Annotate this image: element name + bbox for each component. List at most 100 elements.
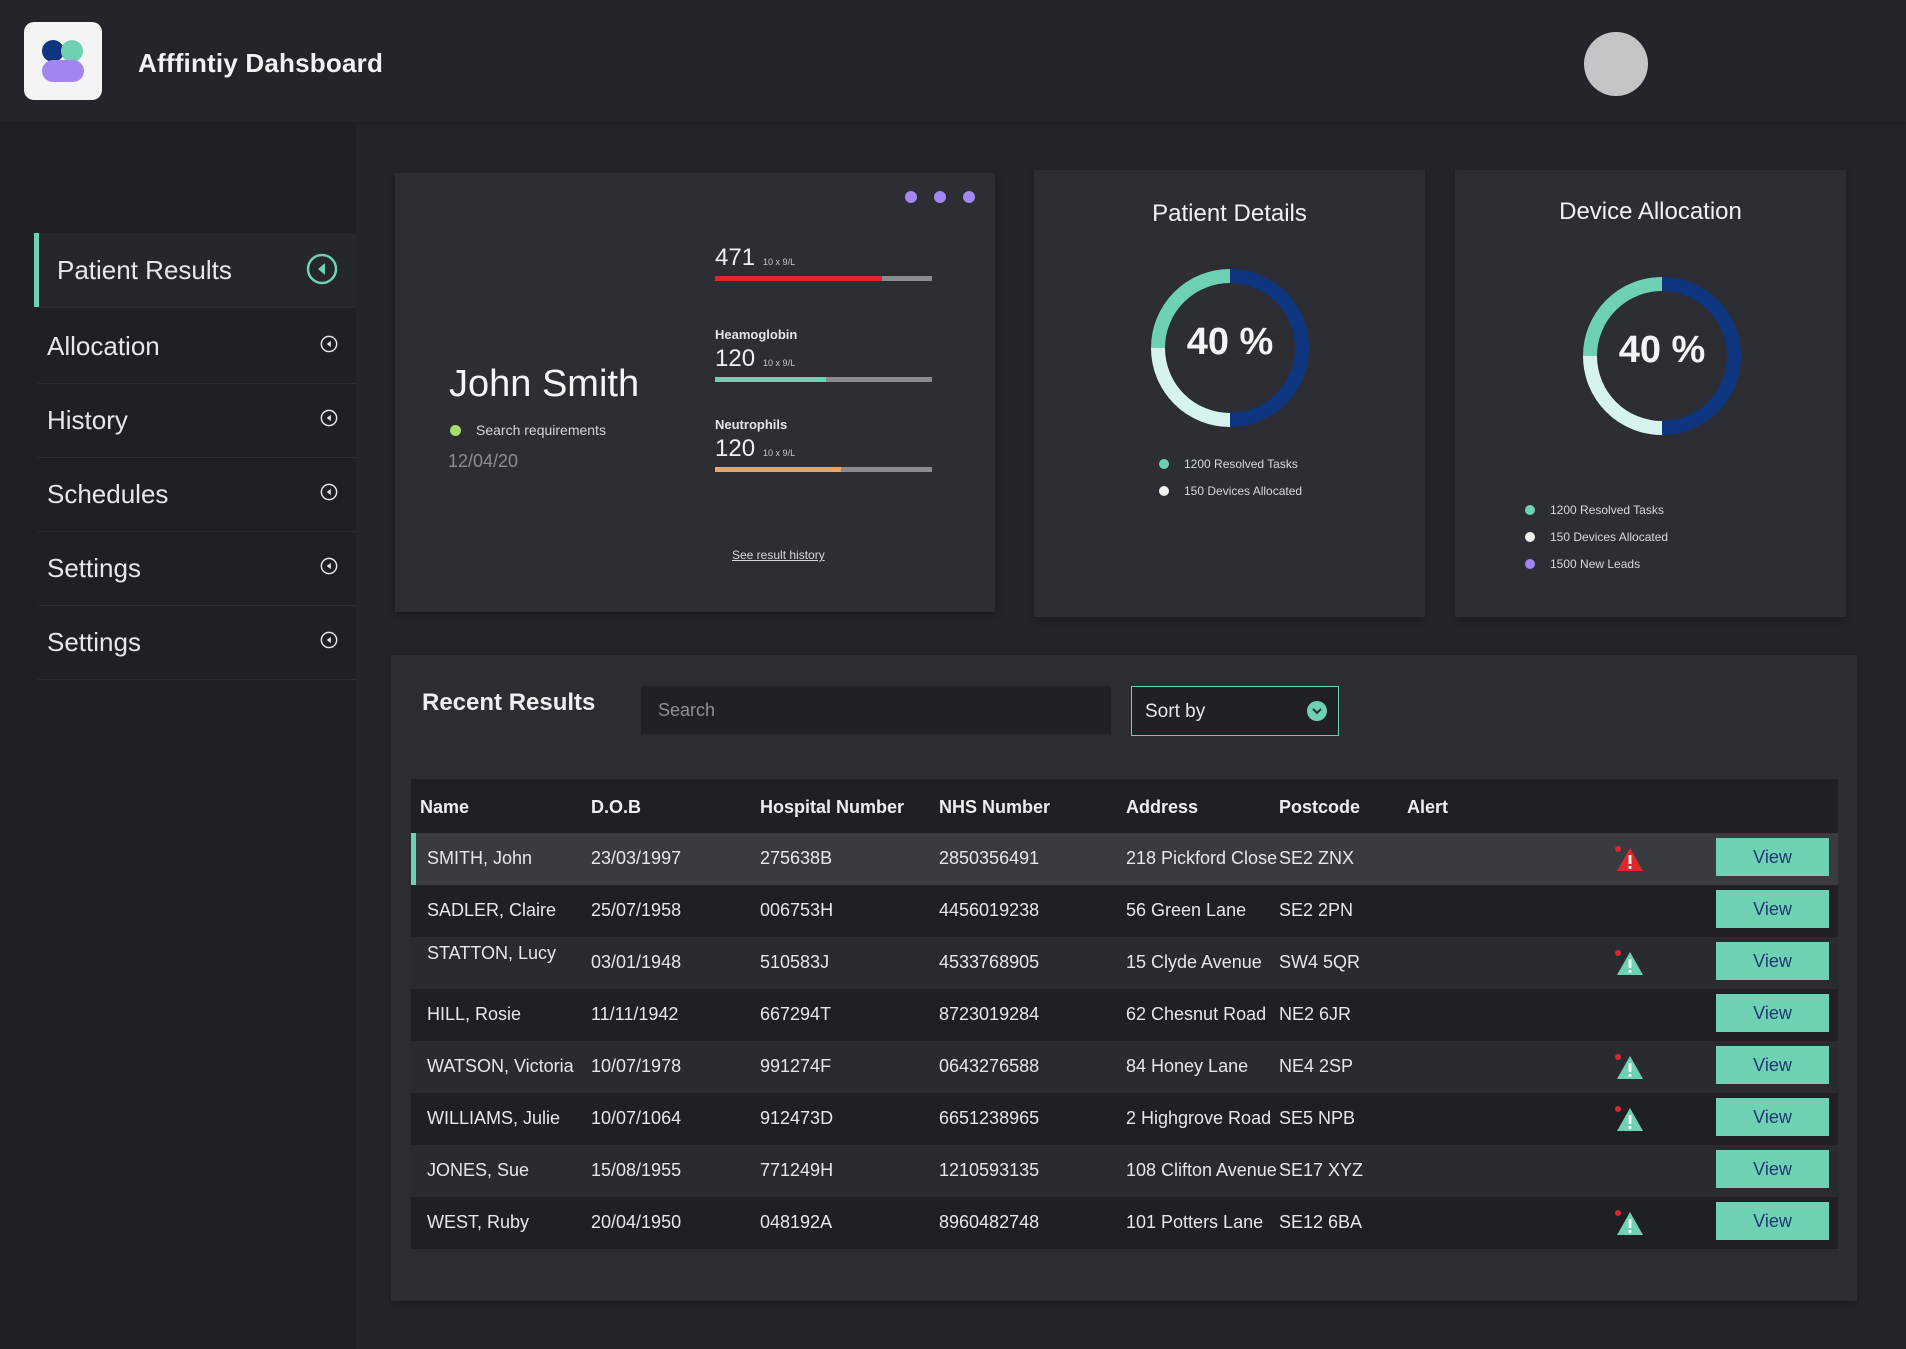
metric-bar (715, 467, 932, 472)
donut-arc-primary (1151, 269, 1231, 349)
cell-name: SADLER, Claire (427, 900, 557, 920)
cell-dob: 23/03/1997 (591, 848, 682, 868)
chevron-left-circle-icon (320, 409, 338, 427)
table-row[interactable]: WEST, Ruby 20/04/1950 048192A 8960482748 101… (411, 1197, 1838, 1249)
sidebar-item-label: Patient Results (57, 255, 232, 285)
cell-postcode: SW4 5QR (1279, 952, 1361, 972)
cell-address: 56 Green Lane (1126, 900, 1247, 920)
cell-postcode: NE2 6JR (1279, 1004, 1352, 1024)
view-button[interactable]: View (1716, 994, 1829, 1032)
search-input[interactable] (641, 686, 1111, 734)
metric-haemoglobin: Heamoglobin 120 10 x 9/L (715, 327, 932, 382)
column-header[interactable]: Alert (1407, 797, 1449, 817)
cell-address: 84 Honey Lane (1126, 1056, 1249, 1076)
donut-percent: 40 % (1186, 321, 1274, 363)
view-button[interactable]: View (1716, 942, 1829, 980)
column-header[interactable]: D.O.B (591, 797, 642, 817)
view-button[interactable]: View (1716, 1150, 1829, 1188)
donut-arc-secondary (1151, 347, 1231, 427)
metric-value: 471 (715, 244, 756, 271)
sidebar-item-allocation[interactable]: Allocation (38, 309, 356, 384)
legend-item: 150 Devices Allocated (1159, 477, 1302, 504)
cell-dob: 11/11/1942 (591, 1004, 679, 1024)
legend-dot (1159, 458, 1169, 469)
alert-warning-icon[interactable] (1614, 949, 1646, 977)
view-button[interactable]: View (1716, 1098, 1829, 1136)
metric-unit: 10 x 9/L (763, 358, 796, 368)
table-row[interactable]: SADLER, Claire 25/07/1958 006753H 445601923… (411, 885, 1838, 937)
donut-chart: 40 % (1145, 263, 1315, 433)
cell-address: 101 Potters Lane (1126, 1212, 1264, 1232)
cell-name: WILLIAMS, Julie (427, 1108, 561, 1128)
metric-value: 120 (715, 345, 756, 372)
legend-label: 150 Devices Allocated (1550, 529, 1669, 544)
active-indicator (34, 233, 39, 307)
results-title: Recent Results (422, 689, 596, 716)
view-button[interactable]: View (1716, 890, 1829, 928)
app-logo[interactable] (24, 22, 102, 100)
column-header[interactable]: NHS Number (939, 797, 1051, 817)
chevron-down-icon (1307, 701, 1327, 721)
metric-label: Heamoglobin (715, 327, 798, 342)
table-row[interactable]: HILL, Rosie 11/11/1942 667294T 8723019284 62… (411, 989, 1838, 1041)
legend-dot (1525, 504, 1535, 515)
chevron-left-circle-icon (320, 557, 338, 575)
sidebar-item-patient-results[interactable]: Patient Results (34, 233, 356, 308)
cell-address: 218 Pickford Close (1126, 848, 1278, 868)
status-dot (450, 425, 461, 436)
sidebar-item-settings[interactable]: Settings (38, 531, 356, 606)
cell-nhs: 1210593135 (939, 1160, 1040, 1180)
legend-item: 1200 Resolved Tasks (1525, 496, 1668, 523)
view-button[interactable]: View (1716, 1202, 1829, 1240)
sidebar-item-history[interactable]: History (38, 383, 356, 458)
selected-row-indicator (411, 833, 416, 885)
cell-postcode: SE2 ZNX (1279, 848, 1355, 868)
more-options-icon[interactable] (888, 190, 975, 208)
card-title: Patient Details (1152, 200, 1307, 227)
logo-icon (42, 40, 84, 82)
cell-hospital: 991274F (760, 1056, 832, 1076)
cell-hospital: 510583J (760, 952, 830, 972)
legend-item: 150 Devices Allocated (1525, 523, 1668, 550)
cell-name: WATSON, Victoria (427, 1056, 574, 1076)
metric-label: Neutrophils (715, 417, 788, 432)
column-header[interactable]: Hospital Number (760, 797, 905, 817)
avatar[interactable] (1584, 32, 1648, 96)
app-title: Afffintiy Dahsboard (138, 48, 384, 78)
cell-postcode: NE4 2SP (1279, 1056, 1354, 1076)
sort-by-dropdown[interactable]: Sort by (1131, 686, 1339, 736)
recent-results-panel: Recent Results Sort by Name D.O.B Hospit… (391, 655, 1857, 1301)
see-result-history-link[interactable]: See result history (732, 548, 825, 562)
table-row[interactable]: WATSON, Victoria 10/07/1978 991274F 0643276… (411, 1041, 1838, 1093)
column-header[interactable]: Postcode (1279, 797, 1361, 817)
column-header[interactable]: Address (1126, 797, 1199, 817)
table-header: Name D.O.B Hospital Number NHS Number Ad… (411, 779, 1838, 833)
column-header[interactable]: Name (420, 797, 470, 817)
sidebar-item-label: Allocation (47, 331, 160, 361)
table-row[interactable]: JONES, Sue 15/08/1955 771249H 1210593135 108… (411, 1145, 1838, 1197)
card-title: Device Allocation (1559, 198, 1742, 225)
alert-warning-icon[interactable] (1614, 1209, 1646, 1237)
chevron-left-circle-icon (320, 483, 338, 501)
metric-neutrophils: Neutrophils 120 10 x 9/L (715, 417, 932, 472)
sidebar-item-schedules[interactable]: Schedules (38, 457, 356, 532)
cell-name: JONES, Sue (427, 1160, 530, 1180)
table-row[interactable]: WILLIAMS, Julie 10/07/1064 912473D 66512389… (411, 1093, 1838, 1145)
alert-warning-icon[interactable] (1614, 1105, 1646, 1133)
alert-warning-icon[interactable] (1614, 1053, 1646, 1081)
cell-postcode: SE12 6BA (1279, 1212, 1363, 1232)
view-button[interactable]: View (1716, 838, 1829, 876)
metric-bar (715, 377, 932, 382)
legend-dot (1525, 558, 1535, 569)
donut-chart: 40 % (1577, 271, 1747, 441)
cell-dob: 15/08/1955 (591, 1160, 682, 1180)
table-row[interactable]: SMITH, John 23/03/1997 275638B 2850356491 21… (411, 833, 1838, 885)
sidebar-item-settings-2[interactable]: Settings (38, 605, 356, 680)
alert-warning-icon[interactable] (1614, 845, 1646, 873)
metric-wbc: 471 10 x 9/L (715, 244, 932, 281)
results-table: Name D.O.B Hospital Number NHS Number Ad… (411, 779, 1838, 1249)
cell-dob: 10/07/1064 (591, 1108, 682, 1128)
view-button[interactable]: View (1716, 1046, 1829, 1084)
patient-summary-card: John Smith Search requirements 12/04/20 … (395, 173, 995, 612)
table-row[interactable]: STATTON, Lucy 03/01/1948 510583J 4533768905… (411, 937, 1838, 989)
